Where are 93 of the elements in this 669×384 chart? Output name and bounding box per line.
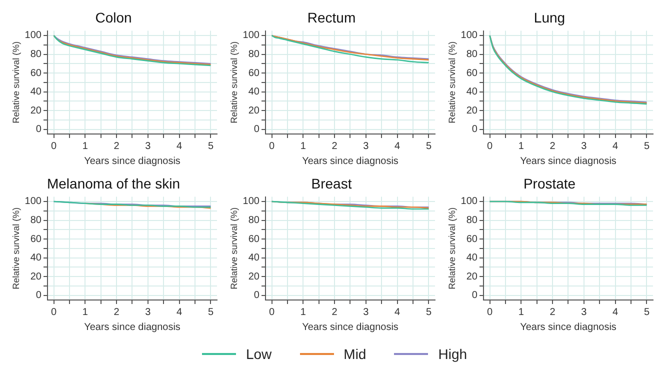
y-tick-label: 0	[472, 290, 478, 302]
x-tick-label: 0	[486, 306, 493, 318]
y-tick-label: 0	[36, 124, 42, 136]
y-tick-label: 20	[466, 105, 478, 116]
chart-title: Prostate	[523, 175, 576, 192]
y-tick-label: 60	[248, 68, 260, 79]
x-tick-label: 2	[332, 306, 338, 318]
x-tick-label: 0	[268, 306, 275, 318]
y-tick-label: 20	[466, 271, 478, 282]
y-tick-label: 100	[242, 30, 260, 42]
x-tick-label: 0	[50, 140, 57, 152]
y-tick-label: 40	[30, 252, 42, 264]
x-tick-label: 3	[581, 306, 588, 318]
legend-label: Low	[246, 346, 272, 362]
y-tick-label: 100	[242, 196, 260, 208]
y-tick-label: 0	[36, 290, 42, 302]
y-tick-label: 40	[466, 86, 478, 98]
x-axis-title: Years since diagnosis	[302, 322, 398, 333]
y-tick-label: 60	[466, 234, 478, 245]
y-tick-label: 100	[460, 30, 478, 42]
x-axis-title: Years since diagnosis	[84, 156, 180, 167]
chart-title: Melanoma of the skin	[46, 175, 180, 192]
y-tick-label: 80	[466, 49, 478, 60]
y-tick-label: 0	[254, 290, 260, 302]
y-axis-title: Relative survival (%)	[446, 207, 457, 290]
x-tick-label: 5	[644, 140, 650, 152]
y-axis-title: Relative survival (%)	[446, 41, 457, 124]
x-tick-label: 1	[518, 306, 524, 318]
x-tick-label: 3	[145, 306, 152, 318]
y-tick-label: 80	[30, 215, 42, 226]
y-tick-label: 100	[24, 196, 42, 208]
x-tick-label: 2	[114, 140, 120, 152]
y-tick-label: 100	[460, 196, 478, 208]
y-tick-label: 80	[466, 215, 478, 226]
y-axis-title: Relative survival (%)	[228, 41, 239, 124]
y-tick-label: 40	[248, 86, 260, 98]
chart-title: Breast	[311, 175, 352, 192]
y-tick-label: 40	[466, 252, 478, 264]
x-tick-label: 4	[176, 140, 183, 152]
y-axis-title: Relative survival (%)	[228, 207, 239, 290]
y-tick-label: 60	[248, 234, 260, 245]
y-tick-label: 0	[472, 124, 478, 136]
y-tick-label: 20	[30, 271, 42, 282]
x-tick-label: 0	[486, 140, 493, 152]
y-tick-label: 80	[30, 49, 42, 60]
y-tick-label: 60	[30, 68, 42, 79]
x-tick-label: 1	[82, 306, 88, 318]
chart-title: Lung	[534, 9, 566, 26]
chart-title: Rectum	[307, 9, 356, 26]
y-tick-label: 60	[30, 234, 42, 245]
x-tick-label: 0	[50, 306, 57, 318]
x-tick-label: 3	[363, 140, 370, 152]
x-tick-label: 4	[612, 140, 619, 152]
x-tick-label: 1	[300, 140, 306, 152]
y-tick-label: 20	[248, 105, 260, 116]
x-tick-label: 4	[612, 306, 619, 318]
x-tick-label: 2	[550, 140, 556, 152]
x-tick-label: 3	[145, 140, 152, 152]
y-tick-label: 40	[30, 86, 42, 98]
y-tick-label: 60	[466, 68, 478, 79]
y-axis-title: Relative survival (%)	[10, 207, 21, 290]
y-tick-label: 0	[254, 124, 260, 136]
chart-title: Colon	[95, 9, 132, 26]
x-tick-label: 2	[332, 140, 338, 152]
x-tick-label: 5	[208, 306, 214, 318]
x-axis-title: Years since diagnosis	[302, 156, 398, 167]
x-tick-label: 4	[176, 306, 183, 318]
y-tick-label: 80	[248, 215, 260, 226]
y-tick-label: 40	[248, 252, 260, 264]
x-tick-label: 2	[114, 306, 120, 318]
x-tick-label: 1	[518, 140, 524, 152]
legend-label: High	[438, 346, 468, 362]
y-axis-title: Relative survival (%)	[10, 41, 21, 124]
x-tick-label: 5	[426, 306, 432, 318]
x-tick-label: 4	[394, 306, 401, 318]
y-tick-label: 20	[30, 105, 42, 116]
x-axis-title: Years since diagnosis	[84, 322, 180, 333]
y-tick-label: 100	[24, 30, 42, 42]
x-tick-label: 5	[208, 140, 214, 152]
x-tick-label: 3	[581, 140, 588, 152]
x-tick-label: 0	[268, 140, 275, 152]
x-tick-label: 1	[300, 306, 306, 318]
x-tick-label: 1	[82, 140, 88, 152]
x-tick-label: 5	[426, 140, 432, 152]
legend-label: Mid	[344, 346, 366, 362]
x-tick-label: 2	[550, 306, 556, 318]
x-axis-title: Years since diagnosis	[520, 156, 616, 167]
y-tick-label: 20	[248, 271, 260, 282]
x-tick-label: 4	[394, 140, 401, 152]
x-axis-title: Years since diagnosis	[520, 322, 616, 333]
x-tick-label: 5	[644, 306, 650, 318]
y-tick-label: 80	[248, 49, 260, 60]
x-tick-label: 3	[363, 306, 370, 318]
